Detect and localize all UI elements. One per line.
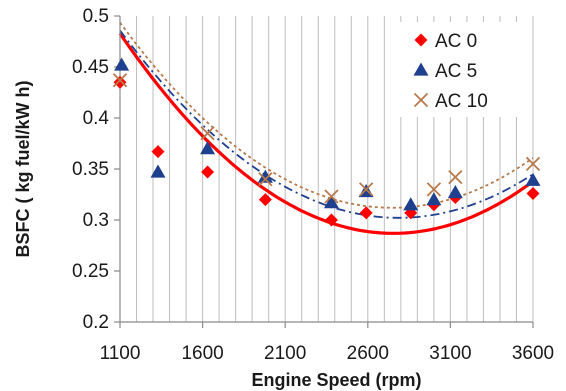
data-point-ac-5 [200, 141, 216, 155]
data-point-ac-5 [403, 197, 419, 211]
data-points [112, 57, 541, 227]
data-point-ac-10 [448, 170, 463, 185]
data-point-ac-0 [113, 75, 127, 89]
legend-marker-ac-5 [413, 62, 429, 76]
legend-marker-ac-10 [413, 92, 429, 108]
legend-marker-ac-0 [414, 33, 428, 47]
y-axis-title: BSFC ( kg fuel/kW h) [13, 81, 33, 258]
y-tick-label: 0.45 [72, 57, 109, 78]
data-point-ac-10 [258, 172, 273, 187]
legend-label-ac-10: AC 10 [435, 91, 488, 112]
data-point-ac-0 [258, 193, 272, 207]
data-point-ac-5 [525, 172, 541, 186]
data-point-ac-5 [114, 57, 130, 71]
data-point-ac-0 [526, 186, 540, 200]
y-tick-label: 0.5 [83, 6, 109, 27]
data-point-ac-0 [151, 145, 165, 159]
data-point-ac-10 [525, 156, 541, 172]
y-tick-label: 0.25 [72, 261, 109, 282]
legend-label-ac-5: AC 5 [435, 61, 477, 82]
data-point-ac-0 [324, 213, 338, 227]
legend: AC 0 AC 5 AC 10 [398, 22, 530, 117]
x-tick-label: 3100 [429, 343, 471, 364]
trend-line-ac-10 [119, 22, 534, 209]
x-tick-label: 1600 [181, 343, 223, 364]
data-point-ac-10 [426, 182, 442, 197]
y-tick-label: 0.3 [83, 210, 109, 231]
data-point-ac-0 [201, 165, 215, 179]
data-point-ac-10 [200, 126, 215, 141]
data-point-ac-10 [324, 189, 339, 204]
data-point-ac-10 [359, 182, 374, 197]
data-point-ac-10 [112, 73, 128, 88]
data-point-ac-0 [359, 206, 373, 220]
data-point-ac-5 [426, 192, 442, 206]
tick-labels: 0.2 0.25 0.3 0.35 0.4 0.45 0.5 1100 1600 2100 2600… [72, 6, 554, 364]
legend-label-ac-0: AC 0 [435, 31, 477, 52]
y-tick-label: 0.2 [83, 312, 109, 333]
y-tick-label: 0.4 [83, 108, 110, 129]
data-point-ac-5 [150, 164, 166, 178]
data-point-ac-5 [447, 184, 463, 199]
x-tick-label: 3600 [512, 343, 554, 364]
x-tick-label: 2600 [347, 343, 389, 364]
data-point-ac-5 [257, 169, 273, 183]
y-tick-label: 0.35 [72, 159, 109, 180]
x-tick-label: 2100 [264, 343, 306, 364]
x-tick-label: 1100 [100, 343, 141, 364]
x-axis-title: Engine Speed (rpm) [251, 370, 421, 390]
data-point-ac-5 [323, 195, 339, 209]
